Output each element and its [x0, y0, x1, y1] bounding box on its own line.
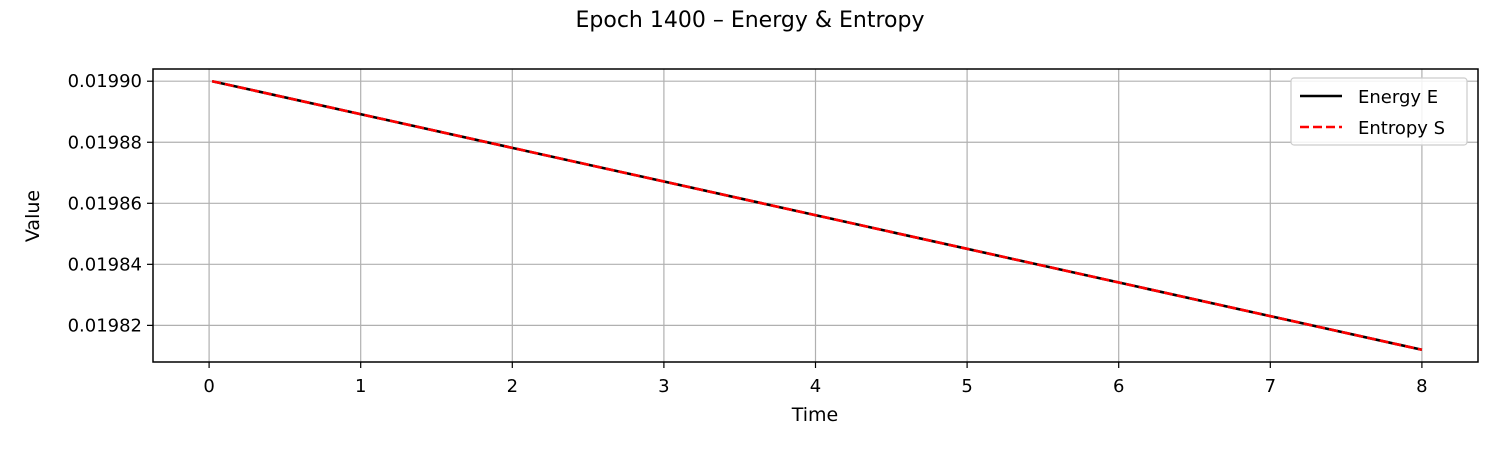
y-tick-label: 0.01982	[68, 315, 142, 336]
x-tick-label: 3	[658, 376, 669, 397]
x-axis-label: Time	[791, 404, 839, 426]
legend-label: Entropy S	[1358, 118, 1445, 139]
y-tick-label: 0.01984	[68, 254, 142, 275]
x-tick-label: 6	[1113, 376, 1124, 397]
x-tick-label: 7	[1265, 376, 1276, 397]
y-tick-label: 0.01986	[68, 193, 142, 214]
x-tick-label: 4	[810, 376, 821, 397]
x-tick-label: 0	[203, 376, 214, 397]
legend-label: Energy E	[1358, 87, 1438, 108]
y-axis-label: Value	[22, 190, 44, 242]
legend: Energy E Entropy S	[1290, 77, 1468, 146]
x-axis-ticks: 0 1 2 3 4 5 6 7 8	[203, 362, 1428, 397]
y-tick-label: 0.01988	[68, 132, 142, 153]
x-tick-label: 5	[961, 376, 972, 397]
series-layer	[211, 79, 1423, 352]
x-tick-label: 2	[507, 376, 518, 397]
series-line	[211, 79, 1423, 352]
x-tick-label: 1	[355, 376, 366, 397]
y-tick-label: 0.01990	[68, 71, 142, 92]
grid	[153, 69, 1478, 362]
x-tick-label: 8	[1416, 376, 1427, 397]
y-axis-ticks: 0.01982 0.01984 0.01986 0.01988 0.01990	[68, 71, 153, 336]
chart-title: Epoch 1400 – Energy & Entropy	[576, 8, 925, 33]
